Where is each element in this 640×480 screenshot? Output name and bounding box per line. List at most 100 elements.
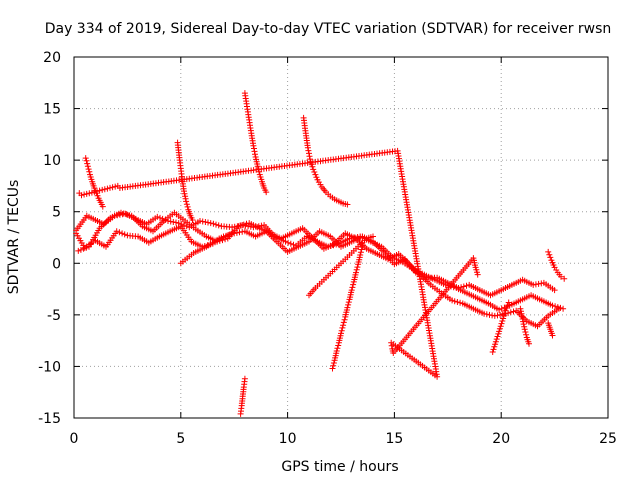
data-point <box>348 287 355 294</box>
x-tick-label: 5 <box>176 431 185 447</box>
y-tick-label: 10 <box>43 153 61 169</box>
data-point <box>229 230 236 237</box>
data-points <box>73 90 568 417</box>
data-point <box>504 302 511 309</box>
data-point <box>285 239 292 246</box>
data-point <box>282 238 289 245</box>
data-point <box>338 330 344 337</box>
data-point <box>94 188 100 195</box>
y-tick-label: 15 <box>43 102 61 118</box>
data-point <box>116 229 123 236</box>
data-point <box>75 247 82 254</box>
data-point <box>210 220 217 227</box>
y-tick-label: -10 <box>38 359 61 375</box>
data-point <box>474 271 481 278</box>
data-point <box>183 198 190 205</box>
data-point <box>121 231 128 238</box>
data-point <box>370 233 376 240</box>
data-point <box>123 211 130 218</box>
data-point <box>338 327 345 334</box>
data-point <box>154 213 161 220</box>
data-point <box>335 342 342 349</box>
data-point <box>458 284 465 291</box>
data-point <box>505 299 512 306</box>
data-point <box>494 333 501 340</box>
data-point <box>80 245 87 252</box>
y-tick-label: 5 <box>52 205 61 221</box>
data-point <box>104 185 111 192</box>
data-point <box>235 223 242 230</box>
data-point <box>340 319 347 326</box>
data-point <box>311 169 318 175</box>
data-point <box>523 331 530 338</box>
data-point <box>555 305 562 312</box>
chart-title: Day 334 of 2019, Sidereal Day-to-day VTE… <box>45 21 612 37</box>
data-point <box>507 309 514 316</box>
data-point <box>510 308 517 315</box>
data-point <box>78 192 85 199</box>
data-point <box>354 264 361 271</box>
data-point <box>184 203 191 210</box>
data-point <box>77 246 84 253</box>
data-point <box>454 299 461 305</box>
data-point <box>157 214 163 221</box>
data-point <box>241 375 248 382</box>
data-point <box>213 221 219 228</box>
x-tick-label: 0 <box>70 431 79 447</box>
data-point <box>263 189 270 196</box>
data-point <box>340 322 347 329</box>
data-point <box>357 249 364 256</box>
data-point <box>118 209 124 216</box>
data-point <box>83 190 90 197</box>
data-point <box>545 248 552 255</box>
data-point <box>483 311 490 318</box>
data-point <box>86 168 93 175</box>
data-point <box>83 157 90 164</box>
y-tick-label: -5 <box>47 308 61 324</box>
data-point <box>99 186 106 193</box>
data-point <box>120 210 127 217</box>
data-point <box>558 273 564 280</box>
data-point <box>312 171 319 178</box>
data-point <box>287 240 294 247</box>
data-point <box>498 305 505 312</box>
data-point <box>552 303 559 310</box>
data-point <box>353 269 359 276</box>
data-point <box>350 281 357 288</box>
data-point <box>496 306 503 313</box>
data-point <box>240 221 247 228</box>
y-axis: -15 -10 -5 0 5 10 15 20 <box>38 50 608 427</box>
data-point <box>329 365 336 372</box>
data-point <box>83 244 90 251</box>
x-axis: 0 5 10 15 20 25 <box>70 57 617 447</box>
data-point <box>455 285 462 291</box>
data-point <box>551 287 558 294</box>
data-point <box>460 283 467 290</box>
data-point <box>503 305 510 311</box>
data-point <box>388 342 395 349</box>
data-point <box>519 313 525 320</box>
data-point <box>345 299 352 306</box>
data-point <box>521 326 528 333</box>
data-point <box>358 246 365 253</box>
data-point <box>250 142 257 149</box>
data-point <box>496 328 503 335</box>
y-tick-label: 0 <box>52 256 61 272</box>
data-point <box>333 348 340 354</box>
data-point <box>86 190 93 197</box>
data-point <box>492 338 499 345</box>
data-point <box>181 222 187 229</box>
data-point <box>334 345 341 352</box>
x-tick-label: 25 <box>599 431 617 447</box>
data-point <box>107 184 113 191</box>
y-axis-label: SDTVAR / TECUs <box>6 180 22 295</box>
data-point <box>549 302 556 309</box>
data-point <box>492 341 499 348</box>
data-point <box>254 163 261 170</box>
data-point <box>207 220 214 227</box>
data-point <box>215 222 222 229</box>
data-point <box>109 184 116 191</box>
data-point <box>91 188 98 195</box>
data-point <box>500 315 507 322</box>
